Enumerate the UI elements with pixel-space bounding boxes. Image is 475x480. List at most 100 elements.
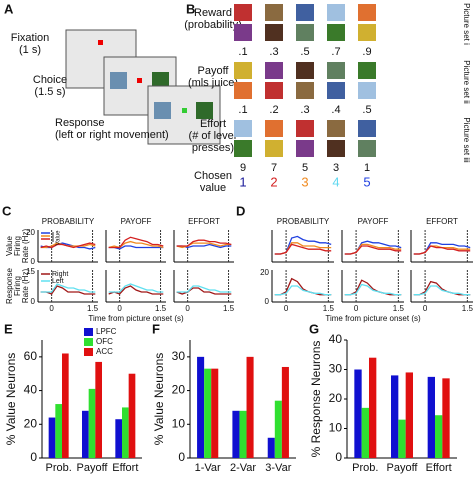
y-tick-label: 30 bbox=[329, 362, 343, 376]
x-tick-label: 2-Var bbox=[230, 462, 256, 474]
picture bbox=[358, 4, 376, 21]
picture bbox=[234, 4, 252, 21]
series-line bbox=[274, 235, 332, 255]
x-tick-label: 1.5 bbox=[323, 304, 335, 313]
y-tick-label: 20 bbox=[260, 268, 269, 277]
y-tick-label: 20 bbox=[26, 228, 35, 237]
y-tick-label: 0 bbox=[178, 450, 185, 464]
series-line bbox=[413, 245, 471, 255]
picture bbox=[296, 120, 314, 137]
level-label: 7 bbox=[271, 162, 277, 174]
panel-label: G bbox=[309, 321, 319, 336]
picture bbox=[327, 62, 345, 79]
bar bbox=[95, 361, 102, 458]
series-line bbox=[176, 239, 232, 247]
picture bbox=[234, 82, 252, 99]
set-label: Picture set ii bbox=[462, 60, 471, 104]
bar bbox=[55, 404, 62, 458]
level-label: 9 bbox=[240, 162, 246, 174]
level-label: 1 bbox=[364, 162, 370, 174]
y-axis-label: Value bbox=[5, 236, 14, 256]
y-tick-label: 10 bbox=[329, 421, 343, 435]
chosen-value: 4 bbox=[332, 174, 339, 189]
series-line bbox=[413, 285, 471, 296]
y-tick-label: 0 bbox=[31, 257, 36, 266]
row-label: (probability) bbox=[184, 19, 241, 31]
y-tick-label: 10 bbox=[172, 416, 186, 430]
row-label: Reward bbox=[194, 7, 232, 19]
x-tick-label: 1.5 bbox=[462, 304, 474, 313]
x-tick-label: Effort bbox=[426, 462, 452, 474]
step-label: Fixation bbox=[11, 32, 50, 44]
level-label: .5 bbox=[300, 46, 309, 58]
row-label: Effort bbox=[200, 118, 226, 130]
step-label: Choice bbox=[33, 74, 67, 86]
bar bbox=[88, 388, 96, 458]
x-tick-label: 1-Var bbox=[195, 462, 221, 474]
subplot-title: PROBABILITY bbox=[277, 217, 330, 226]
series-line bbox=[176, 285, 232, 293]
legend-swatch bbox=[84, 338, 93, 346]
series-line bbox=[274, 277, 332, 296]
series-line bbox=[274, 285, 332, 296]
picture bbox=[265, 62, 283, 79]
y-tick-label: 20 bbox=[172, 383, 186, 397]
chosen-value: 1 bbox=[239, 174, 246, 189]
y-tick-label: 30 bbox=[172, 349, 186, 363]
x-tick-label: 1.5 bbox=[223, 304, 235, 313]
picture bbox=[296, 82, 314, 99]
bar bbox=[369, 357, 377, 458]
y-tick-label: 40 bbox=[24, 383, 38, 397]
bar bbox=[197, 356, 205, 458]
y-axis-label: Firing bbox=[13, 236, 22, 256]
bar bbox=[62, 353, 69, 458]
step-label: (left or right movement) bbox=[55, 129, 169, 141]
chosen-value: 3 bbox=[301, 174, 308, 189]
y-axis-label: Rate (Hz) bbox=[21, 229, 30, 264]
task-screens bbox=[65, 29, 221, 145]
y-tick-label: 0 bbox=[30, 450, 37, 464]
bar bbox=[246, 356, 254, 458]
legend-label: ACC bbox=[96, 347, 113, 356]
bar bbox=[361, 407, 369, 458]
y-axis-label: Rate (Hz) bbox=[21, 269, 30, 304]
subplot-title: PROBABILITY bbox=[42, 217, 95, 226]
level-label: .5 bbox=[362, 104, 371, 116]
y-tick-label: 60 bbox=[24, 349, 38, 363]
row-label: (# of lever bbox=[189, 130, 238, 142]
panel-label: E bbox=[4, 321, 13, 336]
legend-label: Right bbox=[52, 271, 68, 278]
y-tick-label: 40 bbox=[329, 332, 343, 346]
picture bbox=[152, 72, 169, 89]
y-tick-label: 15 bbox=[26, 267, 35, 276]
x-tick-label: 0 bbox=[284, 304, 289, 313]
bar bbox=[239, 410, 247, 458]
row-label: presses) bbox=[192, 142, 234, 154]
bar bbox=[82, 410, 89, 458]
set-label: Picture set iii bbox=[462, 117, 471, 163]
bar bbox=[398, 419, 406, 458]
legend-title: Value bbox=[56, 230, 62, 246]
panel-label: A bbox=[4, 1, 14, 16]
bar bbox=[274, 400, 282, 458]
y-tick-label: 20 bbox=[24, 416, 38, 430]
bar bbox=[122, 407, 129, 458]
y-tick-label: 0 bbox=[31, 297, 36, 306]
x-tick-label: 0 bbox=[49, 304, 54, 313]
picture bbox=[110, 72, 127, 89]
legend-swatch bbox=[84, 328, 93, 336]
row-label: (mls juice) bbox=[188, 77, 238, 89]
series-line bbox=[40, 242, 96, 249]
bar bbox=[391, 375, 399, 458]
set-label: Picture set i bbox=[462, 3, 471, 45]
picture bbox=[196, 102, 213, 119]
row-label: Payoff bbox=[198, 65, 230, 77]
picture bbox=[154, 102, 171, 119]
x-tick-label: 1.5 bbox=[393, 304, 405, 313]
series-line bbox=[413, 280, 471, 296]
bar bbox=[267, 437, 275, 458]
series-line bbox=[108, 245, 164, 250]
picture bbox=[296, 62, 314, 79]
level-label: .3 bbox=[269, 46, 278, 58]
